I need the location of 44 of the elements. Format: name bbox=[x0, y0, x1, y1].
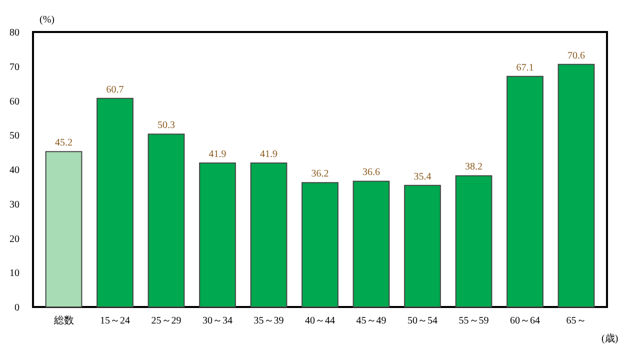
x-tick-label: 40～44 bbox=[305, 316, 335, 326]
x-tick-label: 35～39 bbox=[254, 316, 284, 326]
y-axis-title: (%) bbox=[40, 14, 54, 26]
bar bbox=[302, 182, 338, 308]
bar bbox=[250, 162, 288, 308]
bar bbox=[506, 76, 544, 308]
bar bbox=[558, 64, 595, 308]
y-tick-label: 20 bbox=[10, 234, 20, 245]
bar bbox=[96, 98, 134, 308]
data-label: 35.4 bbox=[414, 171, 432, 182]
y-tick-label: 60 bbox=[10, 96, 20, 108]
data-label: 38.2 bbox=[465, 162, 482, 173]
data-label: 41.9 bbox=[260, 148, 278, 160]
y-tick-label: 50 bbox=[10, 130, 20, 142]
y-tick-label: 70 bbox=[10, 62, 20, 73]
data-label: 41.9 bbox=[208, 148, 226, 160]
data-label: 36.2 bbox=[311, 168, 329, 180]
x-tick-label: 60～64 bbox=[510, 316, 540, 326]
x-tick-label: 65～ bbox=[566, 316, 586, 326]
x-tick-label: 15～24 bbox=[100, 316, 130, 326]
y-tick-label: 0 bbox=[14, 302, 20, 314]
x-tick-label: 50～54 bbox=[408, 316, 438, 326]
x-tick-label: 25～29 bbox=[151, 316, 182, 326]
bar bbox=[352, 180, 390, 308]
x-tick-label: 45～49 bbox=[356, 316, 386, 326]
x-tick-label: 30～34 bbox=[202, 316, 232, 326]
bar bbox=[148, 134, 185, 308]
data-label: 50.3 bbox=[158, 120, 175, 132]
data-label: 36.6 bbox=[362, 167, 380, 178]
data-label: 67.1 bbox=[516, 62, 534, 74]
y-tick-label: 30 bbox=[10, 199, 20, 210]
bar bbox=[455, 175, 492, 308]
y-tick-label: 80 bbox=[10, 28, 20, 38]
y-tick-label: 40 bbox=[10, 165, 20, 176]
bar bbox=[404, 184, 441, 308]
x-axis-title: (歳) bbox=[602, 332, 618, 344]
data-label: 70.6 bbox=[568, 50, 585, 62]
data-label: 45.2 bbox=[55, 138, 72, 149]
y-tick-label: 10 bbox=[10, 268, 20, 280]
x-tick-label: 総数 bbox=[52, 314, 74, 326]
bar bbox=[45, 151, 82, 308]
x-tick-label: 55～59 bbox=[458, 316, 489, 326]
data-label: 60.7 bbox=[106, 84, 124, 96]
bar bbox=[199, 162, 236, 308]
